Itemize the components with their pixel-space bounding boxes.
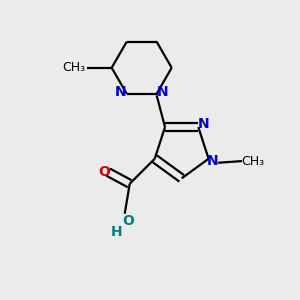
Text: N: N bbox=[157, 85, 169, 99]
Text: N: N bbox=[197, 117, 209, 131]
Text: O: O bbox=[98, 165, 110, 179]
Text: CH₃: CH₃ bbox=[241, 154, 264, 168]
Text: N: N bbox=[207, 154, 219, 168]
Text: N: N bbox=[115, 85, 127, 99]
Text: CH₃: CH₃ bbox=[62, 61, 85, 74]
Text: H: H bbox=[111, 225, 122, 239]
Text: O: O bbox=[122, 214, 134, 228]
